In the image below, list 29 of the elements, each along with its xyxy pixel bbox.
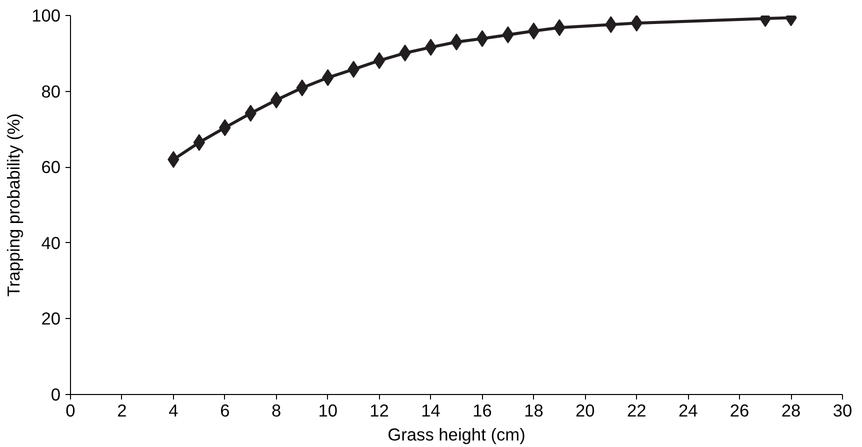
x-tick-label: 26 (730, 400, 750, 420)
y-tick-label: 80 (41, 81, 61, 102)
point (476, 30, 488, 48)
x-tick-label: 28 (781, 400, 801, 420)
x-tick-label: 12 (370, 400, 389, 420)
y-tick-label: 20 (41, 308, 61, 329)
point (630, 16, 642, 32)
x-tick-label: 4 (168, 400, 179, 420)
y-tick-label: 0 (50, 384, 61, 404)
x-tick-label: 0 (66, 400, 76, 420)
x-tick-label: 14 (421, 400, 441, 420)
y-tick-label: 40 (41, 232, 61, 253)
x-tick-label: 2 (117, 400, 127, 420)
point (528, 22, 540, 40)
x-tick-label: 6 (220, 400, 230, 420)
point (373, 52, 386, 70)
x-tick-label: 30 (832, 400, 852, 420)
x-tick-label: 8 (272, 400, 282, 420)
point (424, 38, 437, 56)
y-axis-title: Trapping probability (%) (4, 113, 24, 297)
x-tick-label: 10 (318, 400, 338, 420)
x-tick-label: 24 (678, 400, 698, 420)
x-tick-label: 18 (524, 400, 544, 420)
y-tick-label: 100 (32, 6, 61, 26)
x-tick-label: 16 (472, 400, 492, 420)
y-tick-label: 60 (41, 157, 61, 178)
x-axis-title: Grass height (cm) (388, 424, 526, 444)
x-tick-label: 20 (576, 400, 595, 420)
x-tick-label: 22 (626, 400, 646, 420)
